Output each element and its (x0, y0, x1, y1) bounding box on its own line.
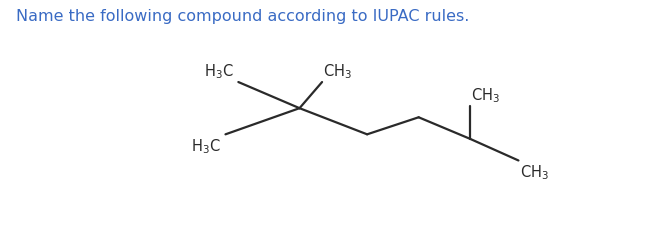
Text: CH$_3$: CH$_3$ (472, 86, 501, 105)
Text: Name the following compound according to IUPAC rules.: Name the following compound according to… (16, 9, 470, 24)
Text: CH$_3$: CH$_3$ (323, 62, 352, 80)
Text: H$_3$C: H$_3$C (204, 62, 233, 80)
Text: H$_3$C: H$_3$C (191, 137, 220, 156)
Text: CH$_3$: CH$_3$ (520, 163, 549, 181)
